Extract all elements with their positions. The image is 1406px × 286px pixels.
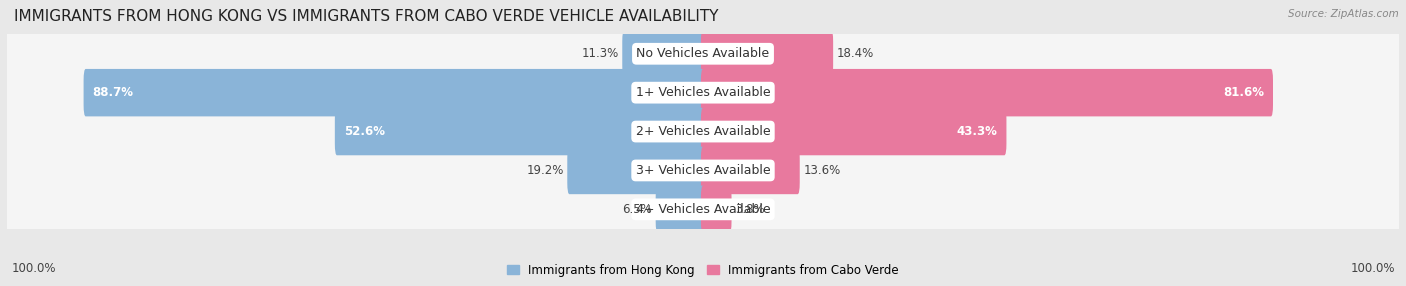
Text: 81.6%: 81.6% [1223, 86, 1264, 99]
Text: 88.7%: 88.7% [93, 86, 134, 99]
FancyBboxPatch shape [1, 43, 1405, 142]
FancyBboxPatch shape [623, 30, 704, 78]
FancyBboxPatch shape [1, 82, 1405, 181]
FancyBboxPatch shape [1, 121, 1405, 220]
FancyBboxPatch shape [1, 160, 1405, 259]
Text: 52.6%: 52.6% [344, 125, 385, 138]
Text: 3+ Vehicles Available: 3+ Vehicles Available [636, 164, 770, 177]
Text: 43.3%: 43.3% [956, 125, 997, 138]
Text: 1+ Vehicles Available: 1+ Vehicles Available [636, 86, 770, 99]
FancyBboxPatch shape [1, 4, 1405, 103]
Text: 19.2%: 19.2% [526, 164, 564, 177]
FancyBboxPatch shape [702, 108, 1007, 155]
Text: No Vehicles Available: No Vehicles Available [637, 47, 769, 60]
Text: 3.8%: 3.8% [735, 203, 765, 216]
Text: 2+ Vehicles Available: 2+ Vehicles Available [636, 125, 770, 138]
Text: 4+ Vehicles Available: 4+ Vehicles Available [636, 203, 770, 216]
FancyBboxPatch shape [567, 147, 704, 194]
FancyBboxPatch shape [83, 69, 704, 116]
FancyBboxPatch shape [702, 69, 1272, 116]
FancyBboxPatch shape [335, 108, 704, 155]
Text: 18.4%: 18.4% [837, 47, 875, 60]
Text: IMMIGRANTS FROM HONG KONG VS IMMIGRANTS FROM CABO VERDE VEHICLE AVAILABILITY: IMMIGRANTS FROM HONG KONG VS IMMIGRANTS … [14, 9, 718, 23]
Text: 11.3%: 11.3% [582, 47, 619, 60]
Text: 100.0%: 100.0% [1350, 262, 1395, 275]
Legend: Immigrants from Hong Kong, Immigrants from Cabo Verde: Immigrants from Hong Kong, Immigrants fr… [502, 259, 904, 281]
FancyBboxPatch shape [702, 186, 731, 233]
Text: 13.6%: 13.6% [803, 164, 841, 177]
Text: 100.0%: 100.0% [11, 262, 56, 275]
FancyBboxPatch shape [702, 147, 800, 194]
Text: Source: ZipAtlas.com: Source: ZipAtlas.com [1288, 9, 1399, 19]
FancyBboxPatch shape [702, 30, 834, 78]
FancyBboxPatch shape [655, 186, 704, 233]
Text: 6.5%: 6.5% [623, 203, 652, 216]
